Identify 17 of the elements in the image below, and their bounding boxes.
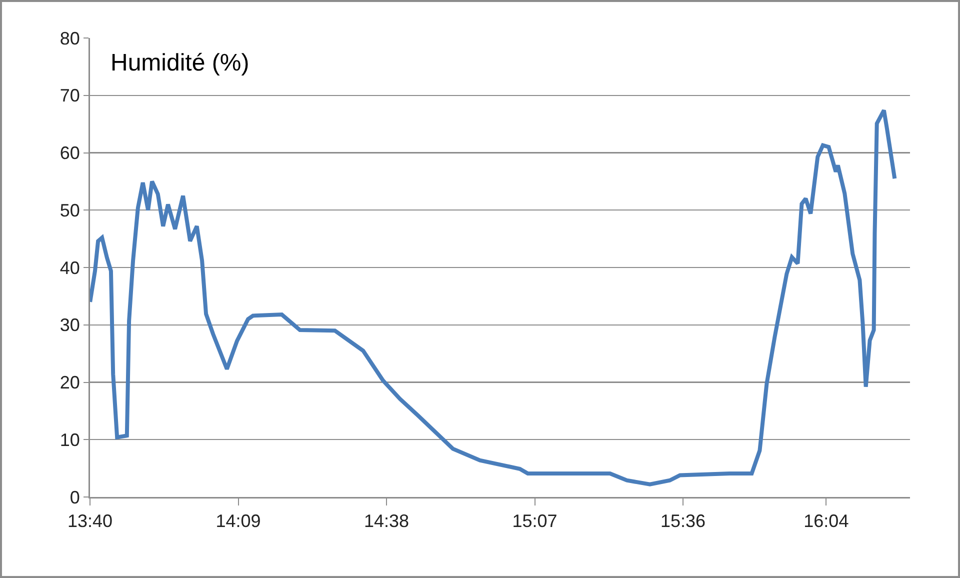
y-tick-label: 70 bbox=[60, 86, 80, 106]
x-tick-label: 14:38 bbox=[364, 511, 410, 532]
x-tick-label: 13:40 bbox=[67, 511, 113, 532]
y-tick-label: 0 bbox=[70, 487, 80, 508]
x-tick-label: 15:36 bbox=[660, 511, 706, 532]
text: Humidité (%) bbox=[110, 49, 250, 76]
y-tick-label: 80 bbox=[60, 28, 80, 48]
line-series bbox=[90, 108, 897, 486]
y-tick-label: 30 bbox=[60, 315, 80, 336]
y-tick-label: 60 bbox=[60, 143, 80, 164]
x-tick-label: 14:09 bbox=[216, 511, 261, 532]
y-tick-label: 20 bbox=[60, 372, 80, 393]
x-tick-label: 16:04 bbox=[804, 511, 849, 532]
y-tick-label: 50 bbox=[60, 200, 80, 220]
x-tick-label: 15:07 bbox=[512, 511, 558, 532]
y-tick-label: 10 bbox=[60, 430, 80, 450]
y-tick-label: 40 bbox=[60, 258, 80, 278]
